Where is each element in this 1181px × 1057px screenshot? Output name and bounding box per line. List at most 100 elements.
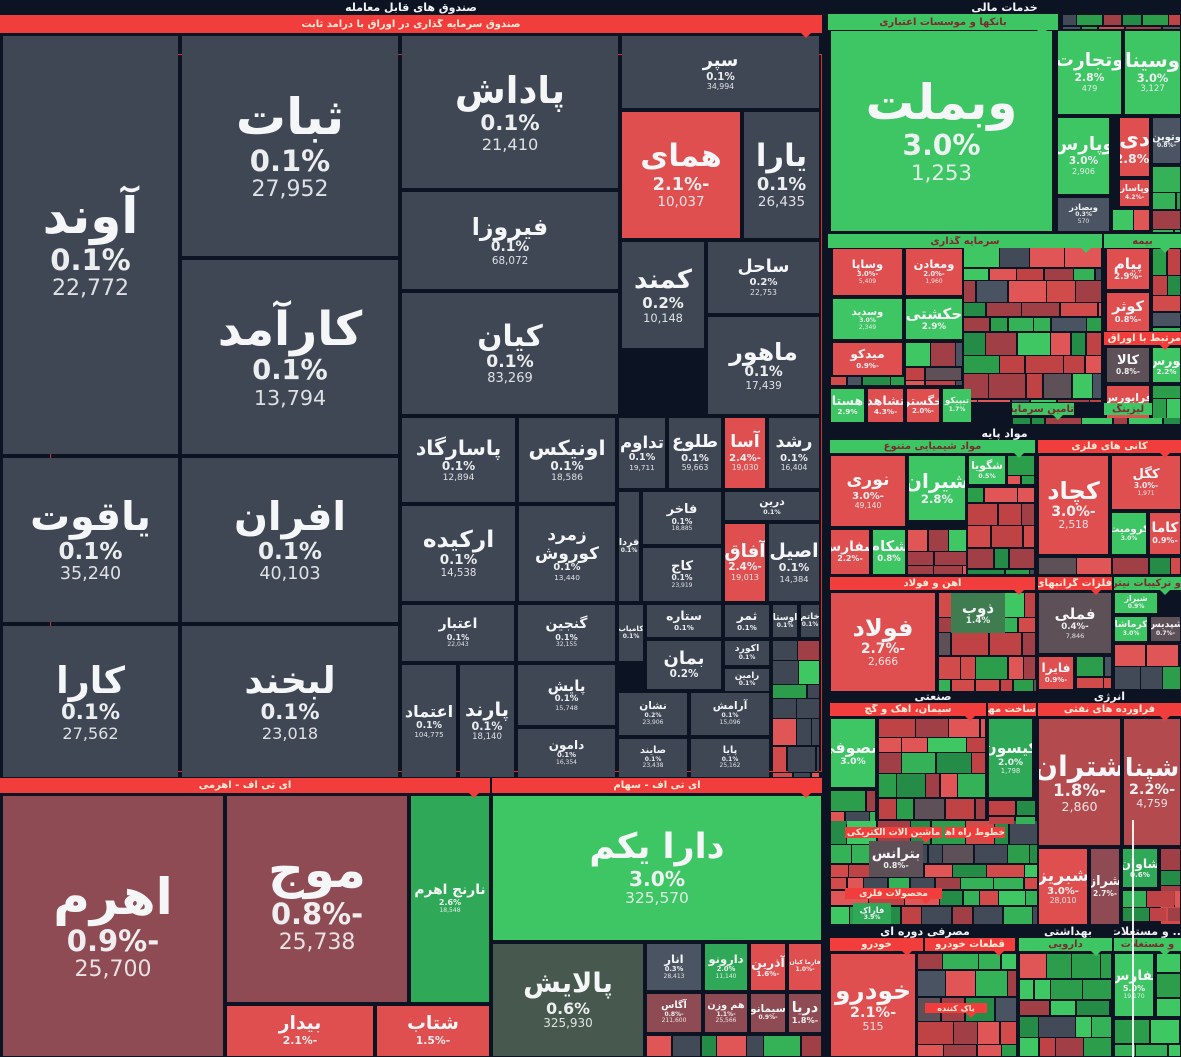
mosaic-stock-tile[interactable]	[772, 661, 798, 684]
mosaic-stock-tile[interactable]	[914, 798, 945, 819]
mosaic-stock-tile[interactable]	[928, 738, 966, 752]
mosaic-stock-tile[interactable]	[1168, 1044, 1180, 1056]
treemap-tile[interactable]: کرماشا 3.0%	[1115, 617, 1147, 641]
treemap-tile[interactable]: شیراز 0.9%	[1115, 593, 1157, 613]
mosaic-stock-tile[interactable]	[956, 381, 962, 385]
mosaic-stock-tile[interactable]	[1072, 374, 1092, 399]
mosaic-stock-tile[interactable]	[1034, 979, 1050, 1000]
treemap-tile[interactable]: وپاسار -4.2%	[1120, 180, 1149, 206]
mosaic-stock-tile[interactable]	[917, 1022, 953, 1044]
mosaic-stock-tile[interactable]	[1019, 1038, 1039, 1056]
mosaic-stock-tile[interactable]	[967, 526, 991, 548]
mosaic-stock-tile[interactable]	[1077, 557, 1112, 574]
treemap-tile[interactable]: هستا 2.9%	[831, 389, 864, 422]
mosaic-stock-tile[interactable]	[1003, 906, 1032, 924]
mosaic-stock-tile[interactable]	[951, 680, 975, 691]
mosaic-stock-tile[interactable]	[938, 633, 951, 656]
mosaic-stock-tile[interactable]	[1098, 303, 1101, 317]
mosaic-stock-tile[interactable]	[1008, 281, 1046, 302]
mosaic-stock-tile[interactable]	[1060, 303, 1098, 317]
mosaic-stock-tile[interactable]	[866, 790, 875, 811]
mosaic-stock-tile[interactable]	[963, 246, 999, 268]
treemap-tile[interactable]: اعتبار 0.1% 22,043	[402, 605, 514, 661]
mosaic-stock-tile[interactable]	[1147, 890, 1174, 907]
mosaic-stock-tile[interactable]	[943, 953, 978, 970]
mosaic-stock-tile[interactable]	[924, 864, 952, 877]
mosaic-stock-tile[interactable]	[816, 746, 819, 772]
mosaic-stock-tile[interactable]	[1047, 281, 1075, 302]
treemap-tile[interactable]: بیدار -2.1%	[227, 1006, 373, 1056]
mosaic-stock-tile[interactable]	[967, 503, 998, 525]
mosaic-stock-tile[interactable]	[980, 718, 985, 737]
mosaic-stock-tile[interactable]	[897, 774, 925, 798]
mosaic-stock-tile[interactable]	[1062, 26, 1081, 29]
treemap-tile[interactable]: حکشتی 2.9%	[906, 299, 962, 339]
mosaic-stock-tile[interactable]	[1084, 1038, 1111, 1056]
treemap-tile[interactable]: نارنج اهرم 2.6% 18,548	[411, 796, 489, 1002]
mosaic-stock-tile[interactable]	[979, 953, 1001, 970]
mosaic-stock-tile[interactable]	[963, 890, 979, 906]
mosaic-stock-tile[interactable]	[1086, 332, 1101, 355]
mosaic-stock-tile[interactable]	[1034, 680, 1037, 691]
treemap-tile[interactable]: پیام -2.9%	[1107, 249, 1149, 289]
treemap-tile[interactable]: یارا 0.1% 26,435	[744, 112, 819, 238]
treemap-tile[interactable]: شفارس-2.2%	[831, 530, 869, 574]
mosaic-stock-tile[interactable]	[1125, 26, 1162, 29]
mosaic-stock-tile[interactable]	[972, 753, 985, 773]
mosaic-stock-tile[interactable]	[1001, 953, 1016, 970]
mosaic-stock-tile[interactable]	[798, 640, 819, 660]
treemap-tile[interactable]: میدکو -0.9%	[833, 343, 902, 375]
mosaic-stock-tile[interactable]	[646, 1035, 672, 1056]
mosaic-stock-tile[interactable]	[1152, 296, 1180, 312]
treemap-tile[interactable]: شپدیس-0.7%	[1151, 617, 1180, 641]
mosaic-stock-tile[interactable]	[934, 566, 962, 574]
treemap-tile[interactable]: وساپا -3.0% 5,409	[833, 249, 902, 295]
mosaic-stock-tile[interactable]	[1141, 667, 1162, 689]
mosaic-stock-tile[interactable]	[973, 906, 1003, 924]
mosaic-stock-tile[interactable]	[1076, 656, 1104, 677]
mosaic-stock-tile[interactable]	[1022, 303, 1060, 317]
mosaic-stock-tile[interactable]	[1152, 248, 1167, 275]
mosaic-stock-tile[interactable]	[994, 878, 1024, 890]
treemap-tile[interactable]: سپر 0.1% 34,994	[622, 36, 819, 108]
mosaic-stock-tile[interactable]	[916, 718, 948, 737]
mosaic-stock-tile[interactable]	[1122, 14, 1142, 26]
mosaic-stock-tile[interactable]	[863, 376, 890, 385]
mosaic-stock-tile[interactable]	[830, 812, 845, 824]
treemap-tile[interactable]: فیروزا 0.1% 68,072	[402, 192, 618, 289]
sector-banner[interactable]: سیمان، آهک و گچ	[830, 703, 986, 721]
treemap-tile[interactable]: بترانس -0.8%	[869, 841, 923, 877]
treemap-tile[interactable]: زمرد کوروش 0.1% 13,440	[519, 506, 615, 601]
treemap-tile[interactable]: آذرین -1.6%	[751, 944, 785, 990]
treemap-tile[interactable]: تیپیکو 1.7%	[943, 389, 971, 422]
mosaic-stock-tile[interactable]	[1167, 908, 1180, 922]
mosaic-stock-tile[interactable]	[1162, 26, 1180, 29]
mosaic-stock-tile[interactable]	[1008, 317, 1033, 332]
mosaic-stock-tile[interactable]	[999, 890, 1025, 906]
mosaic-stock-tile[interactable]	[945, 798, 975, 819]
mosaic-stock-tile[interactable]	[976, 970, 1007, 997]
mosaic-stock-tile[interactable]	[830, 878, 847, 890]
treemap-tile[interactable]: وسینا 3.0% 3,127	[1125, 31, 1180, 114]
mosaic-stock-tile[interactable]	[958, 774, 985, 798]
treemap-tile[interactable]: خودرو -2.1% 515	[831, 954, 915, 1056]
mosaic-stock-tile[interactable]	[1122, 890, 1146, 907]
mosaic-stock-tile[interactable]	[928, 529, 948, 551]
mosaic-stock-tile[interactable]	[1019, 953, 1046, 979]
mosaic-stock-tile[interactable]	[1112, 209, 1133, 231]
mosaic-stock-tile[interactable]	[1163, 667, 1180, 689]
mosaic-stock-tile[interactable]	[1134, 209, 1149, 231]
mosaic-stock-tile[interactable]	[980, 890, 998, 906]
mosaic-stock-tile[interactable]	[864, 878, 888, 890]
mosaic-stock-tile[interactable]	[1136, 1044, 1168, 1056]
treemap-tile[interactable]: پاداش 0.1% 21,410	[402, 36, 618, 188]
treemap-tile[interactable]: پالایش 0.6% 325,930	[493, 944, 643, 1056]
mosaic-stock-tile[interactable]	[1030, 399, 1056, 402]
mosaic-stock-tile[interactable]	[1000, 1022, 1016, 1044]
mosaic-stock-tile[interactable]	[988, 800, 1016, 816]
mosaic-stock-tile[interactable]	[1013, 680, 1033, 691]
mosaic-stock-tile[interactable]	[938, 680, 951, 691]
treemap-tile[interactable]: تشاهد -4.3%	[868, 389, 903, 422]
treemap-tile[interactable]: شتاب -1.5%	[377, 1006, 489, 1056]
mosaic-stock-tile[interactable]	[1009, 820, 1037, 844]
